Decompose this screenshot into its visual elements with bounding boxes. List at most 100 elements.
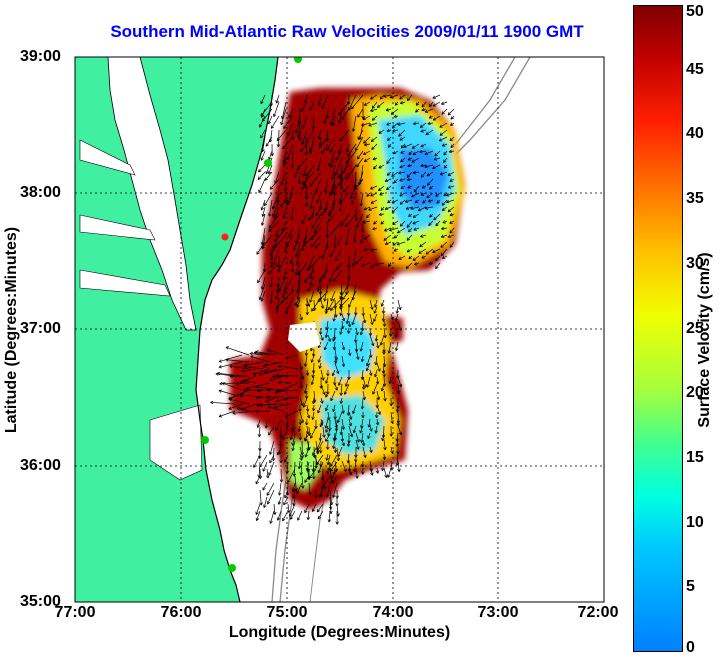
velocity-arrow-head xyxy=(391,124,394,128)
velocity-arrow-head xyxy=(346,412,349,416)
velocity-arrow xyxy=(414,262,420,265)
velocity-arrow-head xyxy=(336,495,339,499)
velocity-arrow-head xyxy=(328,214,332,217)
velocity-arrow xyxy=(336,447,339,461)
velocity-arrow xyxy=(425,129,434,136)
velocity-arrow-head xyxy=(229,398,232,402)
velocity-arrow-head xyxy=(281,228,285,232)
velocity-arrow xyxy=(312,503,317,512)
velocity-arrow xyxy=(340,299,343,310)
velocity-arrow-head xyxy=(291,217,294,221)
velocity-arrow xyxy=(376,467,379,474)
velocity-arrow-head xyxy=(435,224,439,227)
velocity-arrow-head xyxy=(339,306,341,310)
velocity-arrow-head xyxy=(306,268,310,272)
velocity-arrow-head xyxy=(333,416,336,420)
velocity-arrow-head xyxy=(418,250,421,254)
velocity-arrow-head xyxy=(334,336,337,340)
velocity-arrow-head xyxy=(290,517,293,520)
velocity-arrow-head xyxy=(370,354,373,358)
velocity-arrow-head xyxy=(378,214,383,217)
velocity-arrow-head xyxy=(318,291,321,295)
velocity-arrow-head xyxy=(316,463,320,466)
velocity-arrow-head xyxy=(335,158,339,161)
velocity-arrow-head xyxy=(334,347,337,350)
velocity-arrow-head xyxy=(358,182,362,186)
velocity-arrow-head xyxy=(443,165,446,169)
velocity-arrow xyxy=(351,192,357,205)
y-tick-label: 36:00 xyxy=(20,457,61,474)
velocity-arrow xyxy=(435,220,441,227)
velocity-arrow-head xyxy=(346,149,350,153)
velocity-arrow-head xyxy=(371,146,373,150)
velocity-arrow-head xyxy=(323,434,326,438)
velocity-arrow-head xyxy=(412,151,415,155)
velocity-arrow xyxy=(364,101,371,106)
velocity-arrow-head xyxy=(301,485,304,489)
velocity-arrow-head xyxy=(311,353,314,357)
velocity-arrow-head xyxy=(449,139,453,142)
velocity-arrow-head xyxy=(326,461,329,465)
velocity-arrow-head xyxy=(309,492,312,496)
velocity-arrow-head xyxy=(282,160,285,164)
velocity-arrow xyxy=(333,341,336,350)
velocity-arrow-head xyxy=(268,121,272,125)
velocity-arrow-head xyxy=(330,309,334,311)
velocity-arrow xyxy=(320,383,326,395)
velocity-arrow xyxy=(243,361,264,366)
velocity-arrow-head xyxy=(309,149,313,152)
velocity-arrow xyxy=(302,234,315,247)
velocity-arrow xyxy=(261,234,273,249)
velocity-arrow xyxy=(412,150,420,155)
velocity-arrow-head xyxy=(372,159,376,161)
velocity-arrow xyxy=(276,297,280,313)
velocity-arrow xyxy=(360,192,364,206)
velocity-arrow xyxy=(426,171,434,177)
velocity-arrow-head xyxy=(397,409,400,413)
velocity-arrow-head xyxy=(275,233,277,237)
velocity-arrow-head xyxy=(315,495,318,499)
velocity-arrow-head xyxy=(433,159,437,161)
velocity-arrow-head xyxy=(304,352,307,356)
velocity-arrow-head xyxy=(325,446,329,450)
velocity-arrow-head xyxy=(363,248,367,251)
velocity-arrow-head xyxy=(443,161,447,163)
velocity-arrow xyxy=(370,248,378,251)
velocity-arrow-head xyxy=(424,208,428,210)
velocity-arrow-head xyxy=(275,305,278,309)
velocity-arrow-head xyxy=(392,242,395,246)
velocity-arrow-head xyxy=(441,202,444,206)
velocity-arrow-head xyxy=(377,106,381,108)
velocity-arrow xyxy=(276,396,292,402)
velocity-arrow xyxy=(295,262,301,276)
velocity-arrow xyxy=(307,510,310,520)
velocity-arrow-head xyxy=(411,159,414,163)
velocity-arrow-head xyxy=(306,203,309,207)
velocity-arrow xyxy=(320,334,324,341)
velocity-arrow-head xyxy=(312,307,315,311)
velocity-arrow xyxy=(269,178,280,190)
velocity-arrow-head xyxy=(331,481,335,484)
velocity-arrow-head xyxy=(264,425,267,429)
velocity-arrow xyxy=(441,101,448,105)
velocity-arrow xyxy=(270,510,275,524)
velocity-arrow-head xyxy=(426,194,429,198)
velocity-arrow-head xyxy=(322,400,324,404)
sound-water xyxy=(149,404,203,481)
velocity-arrow-head xyxy=(432,165,435,169)
grid-lines xyxy=(75,57,604,602)
velocity-arrow-head xyxy=(295,261,298,265)
velocity-arrow-head xyxy=(414,264,418,266)
velocity-arrow xyxy=(326,482,331,498)
velocity-arrow xyxy=(218,354,243,363)
velocity-arrow xyxy=(274,234,287,248)
velocity-arrow xyxy=(294,475,297,492)
velocity-arrow-head xyxy=(386,474,388,478)
velocity-arrow-head xyxy=(356,439,360,443)
x-tick-label: 76:00 xyxy=(160,604,202,621)
velocity-arrow xyxy=(366,376,371,388)
velocity-arrow xyxy=(441,227,448,230)
velocity-arrow-head xyxy=(304,100,306,104)
velocity-arrow-head xyxy=(449,137,452,141)
